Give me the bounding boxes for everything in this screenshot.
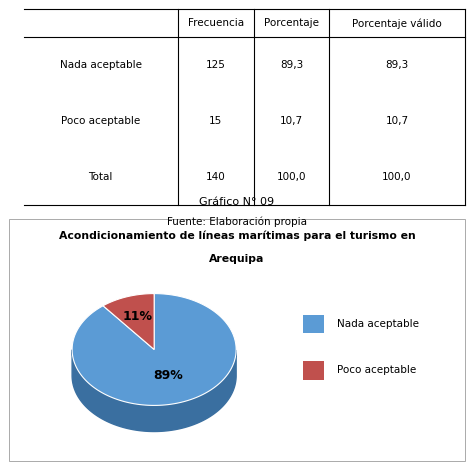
Text: 10,7: 10,7: [385, 116, 409, 126]
Text: Porcentaje válido: Porcentaje válido: [352, 18, 442, 28]
Text: Frecuencia: Frecuencia: [188, 18, 244, 28]
Text: 11%: 11%: [122, 310, 152, 323]
Bar: [9, 219, 465, 461]
Text: 89%: 89%: [153, 370, 182, 383]
Text: 100,0: 100,0: [382, 172, 412, 182]
Polygon shape: [72, 294, 236, 405]
Text: Nada aceptable: Nada aceptable: [337, 319, 419, 329]
Text: 125: 125: [206, 60, 226, 70]
Text: Gráfico N° 09: Gráfico N° 09: [200, 198, 274, 207]
Text: 140: 140: [206, 172, 226, 182]
Bar: [303, 315, 324, 334]
Text: Porcentaje: Porcentaje: [264, 18, 319, 28]
Text: Total: Total: [89, 172, 113, 182]
Text: Fuente: Elaboración propia: Fuente: Elaboración propia: [167, 217, 307, 227]
Text: 89,3: 89,3: [385, 60, 409, 70]
Text: 100,0: 100,0: [277, 172, 306, 182]
Text: 15: 15: [209, 116, 222, 126]
Text: 89,3: 89,3: [280, 60, 303, 70]
Text: Arequipa: Arequipa: [210, 254, 264, 264]
Text: 10,7: 10,7: [280, 116, 303, 126]
Text: Acondicionamiento de líneas marítimas para el turismo en: Acondicionamiento de líneas marítimas pa…: [59, 231, 415, 241]
Polygon shape: [103, 294, 154, 350]
Bar: [303, 362, 324, 379]
Text: Poco aceptable: Poco aceptable: [337, 365, 417, 376]
Text: Nada aceptable: Nada aceptable: [60, 60, 142, 70]
Text: Poco aceptable: Poco aceptable: [61, 116, 140, 126]
Polygon shape: [72, 350, 236, 432]
